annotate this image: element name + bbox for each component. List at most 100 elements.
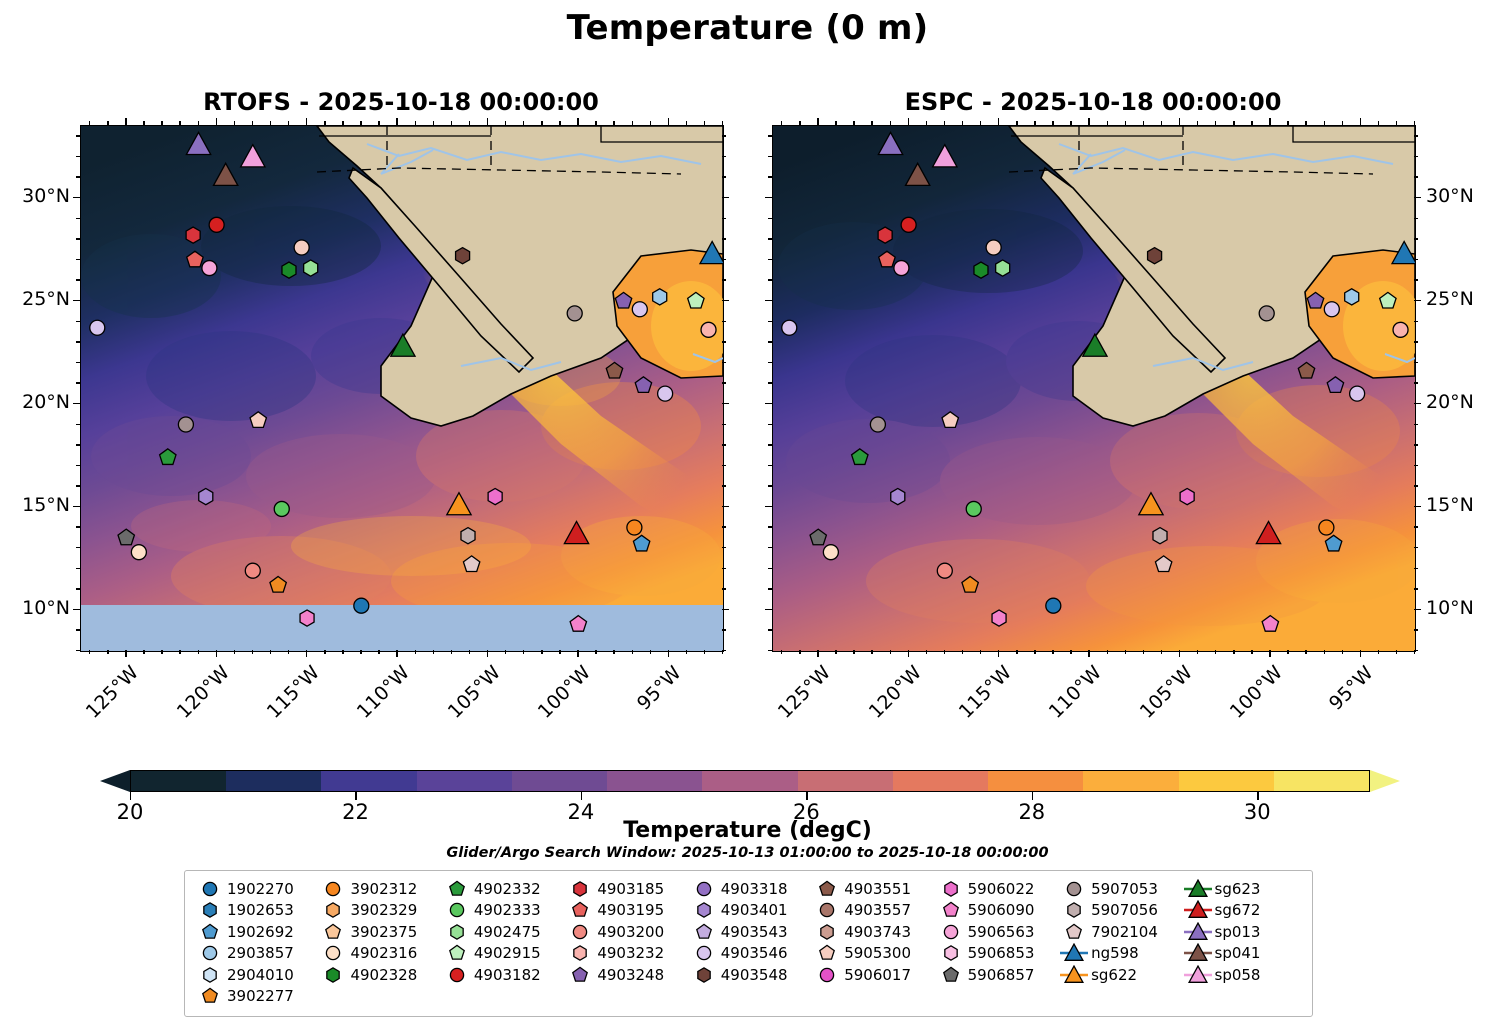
legend-item-3902329[interactable]: 3902329 [316,900,439,922]
map-marker-4903548[interactable] [454,246,471,265]
legend-glyph-hexagon[interactable] [943,880,958,897]
legend-glyph-hexagon[interactable] [696,966,711,983]
map-marker-4903401[interactable] [198,487,214,506]
marker-legend[interactable]: 1902270 1902653 1902692 2903857 2904010 39022… [184,870,1313,1017]
legend-glyph-circle[interactable] [326,881,341,896]
legend-item-4903548[interactable]: 4903548 [687,964,810,986]
map-marker-sg623[interactable] [1081,332,1109,357]
legend-glyph-pentagon[interactable] [572,901,589,918]
map-marker-5905300[interactable] [293,239,310,256]
legend-glyph-pentagon[interactable] [819,880,836,896]
legend-item-4902475[interactable]: 4902475 [440,921,563,943]
map-marker-5906022[interactable] [1179,487,1195,506]
legend-glyph-pentagon[interactable] [448,944,465,961]
map-marker-1902692[interactable] [632,534,651,552]
map-marker-5906857[interactable] [117,528,136,546]
legend-glyph-pentagon[interactable] [1066,923,1083,939]
map-marker-5906017[interactable] [700,321,717,338]
legend-glyph-circle[interactable] [696,881,711,896]
legend-item-4902333[interactable]: 4902333 [440,900,563,922]
legend-glyph-triangle[interactable] [1064,943,1085,962]
legend-glyph-circle[interactable] [326,946,341,961]
legend-item-4903743[interactable]: 4903743 [810,921,933,943]
map-marker-4902316[interactable] [822,544,840,561]
map-marker-4902915[interactable] [686,291,705,309]
map-marker-4903743[interactable] [1348,385,1366,402]
map-marker-4903318[interactable] [1258,305,1275,322]
map-marker-4903546[interactable] [781,319,798,336]
legend-item-4903185[interactable]: 4903185 [563,878,686,900]
map-marker-4903743[interactable] [656,385,674,402]
map-marker-4903548[interactable] [1146,246,1163,265]
map-marker-3902329[interactable] [299,609,315,627]
map-panel-espc[interactable] [772,125,1416,652]
legend-glyph-pentagon[interactable] [202,923,218,939]
legend-glyph-circle[interactable] [449,967,465,982]
legend-glyph-pentagon[interactable] [572,966,589,982]
legend-item-2903857[interactable]: 2903857 [193,943,316,965]
legend-glyph-hexagon[interactable] [203,966,217,983]
legend-glyph-circle[interactable] [202,946,218,961]
map-marker-4902332[interactable] [850,448,869,466]
legend-glyph-circle[interactable] [573,924,588,939]
map-marker-sg672[interactable] [1255,520,1282,545]
legend-item-1902270[interactable]: 1902270 [193,878,316,900]
observation-markers-rtofs[interactable] [89,131,723,632]
legend-item-4903182[interactable]: 4903182 [440,964,563,986]
map-marker-ng598[interactable] [698,240,723,265]
legend-glyph-pentagon[interactable] [448,880,465,896]
map-marker-5907053[interactable] [177,416,195,433]
legend-glyph-triangle[interactable] [1187,943,1208,962]
legend-item-3902277[interactable]: 3902277 [193,986,316,1008]
map-marker-4902475[interactable] [995,259,1011,277]
legend-glyph-circle[interactable] [943,924,958,939]
legend-item-5906017[interactable]: 5906017 [810,964,933,986]
legend-item-sg623[interactable]: sg623 [1181,878,1304,900]
map-marker-2904010[interactable] [1318,519,1335,536]
map-marker-1902270[interactable] [1045,597,1062,614]
map-marker-5907056[interactable] [460,526,476,545]
map-marker-4902328[interactable] [973,261,989,279]
map-marker-5905300b[interactable] [941,410,960,429]
legend-glyph-hexagon[interactable] [943,945,958,962]
legend-glyph-hexagon[interactable] [326,966,341,983]
map-marker-5906853[interactable] [652,288,668,306]
map-marker-5906022[interactable] [487,487,503,506]
colorbar[interactable] [100,770,1400,792]
map-marker-4903182[interactable] [208,216,225,233]
legend-item-4903401[interactable]: 4903401 [687,900,810,922]
legend-glyph-pentagon[interactable] [942,901,959,918]
legend-glyph-hexagon[interactable] [203,902,217,919]
map-marker-2904010[interactable] [626,519,643,536]
map-marker-5906857[interactable] [809,528,828,546]
map-marker-4902333[interactable] [965,500,982,518]
map-marker-3902277[interactable] [269,575,288,593]
legend-glyph-triangle[interactable] [1064,964,1085,983]
map-marker-sg622[interactable] [1137,491,1165,516]
map-marker-sp041[interactable] [904,161,931,187]
legend-glyph-pentagon[interactable] [202,987,218,1004]
map-marker-1902270[interactable] [353,597,370,614]
legend-glyph-circle[interactable] [202,881,218,896]
map-marker-4902475[interactable] [303,259,319,277]
map-marker-5907053[interactable] [869,416,887,433]
legend-item-sp041[interactable]: sp041 [1181,943,1304,965]
map-marker-4902332[interactable] [158,448,177,466]
legend-item-sp013[interactable]: sp013 [1181,921,1304,943]
map-marker-4903200[interactable] [936,562,953,579]
map-marker-3902277[interactable] [961,575,980,593]
map-marker-1902692[interactable] [1324,534,1343,552]
map-marker-ng598[interactable] [1390,240,1415,265]
legend-item-3902312[interactable]: 3902312 [316,878,439,900]
map-marker-sg672[interactable] [563,520,590,545]
legend-item-4902915[interactable]: 4902915 [440,943,563,965]
legend-glyph-pentagon[interactable] [325,923,342,939]
map-marker-7902104[interactable] [1154,555,1173,573]
map-marker-4903318[interactable] [566,305,583,322]
map-marker-5906853[interactable] [1344,288,1360,306]
legend-item-4902332[interactable]: 4902332 [440,878,563,900]
map-marker-sp013[interactable] [877,131,904,156]
map-marker-5906017[interactable] [1392,321,1409,338]
map-marker-4902333[interactable] [273,500,290,518]
map-panel-rtofs[interactable] [80,125,724,652]
